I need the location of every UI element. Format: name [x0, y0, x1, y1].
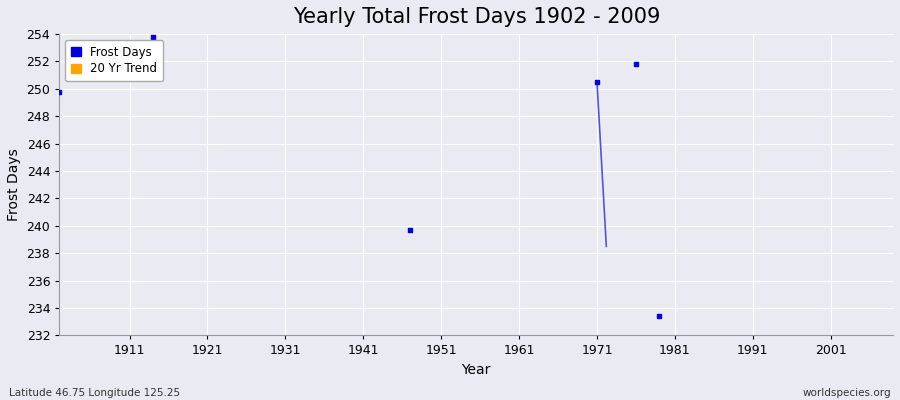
Title: Yearly Total Frost Days 1902 - 2009: Yearly Total Frost Days 1902 - 2009: [292, 7, 660, 27]
Legend: Frost Days, 20 Yr Trend: Frost Days, 20 Yr Trend: [66, 40, 163, 81]
X-axis label: Year: Year: [462, 363, 490, 377]
Point: [652, 313, 667, 320]
Text: worldspecies.org: worldspecies.org: [803, 388, 891, 398]
Point: [146, 34, 160, 40]
Point: [403, 227, 418, 233]
Point: [52, 88, 67, 95]
Point: [590, 79, 604, 85]
Point: [629, 61, 643, 67]
Y-axis label: Frost Days: Frost Days: [7, 148, 21, 221]
Text: Latitude 46.75 Longitude 125.25: Latitude 46.75 Longitude 125.25: [9, 388, 180, 398]
